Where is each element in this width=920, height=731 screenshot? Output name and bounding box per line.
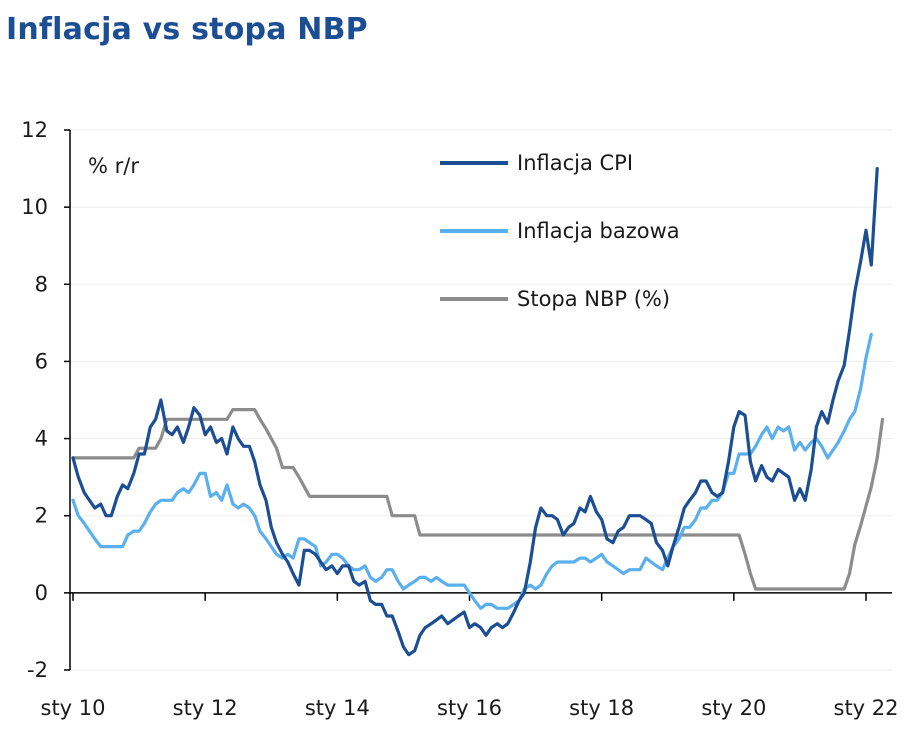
y-tick-label: 12	[21, 118, 48, 142]
series-lines	[71, 167, 885, 657]
y-tick-label: 10	[21, 195, 48, 219]
y-tick-label: 2	[35, 504, 48, 528]
x-tick-label: sty 10	[41, 696, 106, 720]
gridlines	[70, 129, 892, 671]
y-tick-label: 0	[35, 581, 48, 605]
y-axis-unit-label: % r/r	[88, 154, 139, 178]
legend: Inflacja CPI Inflacja bazowa Stopa NBP (%)	[440, 151, 680, 311]
series-line-1	[71, 167, 879, 657]
x-tick-label: sty 12	[173, 696, 238, 720]
x-tick-label: sty 20	[701, 696, 766, 720]
legend-label: Inflacja bazowa	[517, 219, 680, 243]
x-tick-label: sty 18	[569, 696, 634, 720]
series-line-2	[71, 332, 873, 610]
legend-label: Stopa NBP (%)	[517, 287, 670, 311]
chart-title: Inflacja vs stopa NBP	[6, 12, 368, 47]
x-tick-label: sty 16	[437, 696, 502, 720]
y-tick-label: 8	[35, 272, 48, 296]
y-tick-label: 6	[35, 349, 48, 373]
y-tick-label: 4	[35, 427, 48, 451]
x-tick-label: sty 22	[834, 696, 899, 720]
series-line-3	[71, 408, 885, 591]
x-tick-label: sty 14	[305, 696, 370, 720]
legend-label: Inflacja CPI	[517, 151, 633, 175]
y-tick-label: -2	[27, 658, 48, 682]
axes: -2 0 2 4 6 8 10 12 sty 10 sty 12 sty 14 sty 16 sty 1…	[21, 118, 898, 720]
